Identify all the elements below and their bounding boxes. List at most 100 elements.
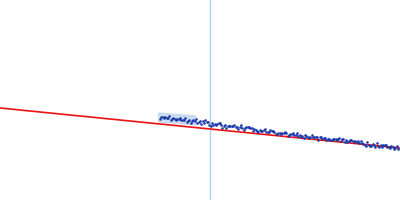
Point: [189, 120, 195, 123]
Point: [264, 131, 271, 134]
Point: [308, 134, 315, 137]
Point: [288, 132, 295, 135]
Point: [387, 147, 393, 150]
Point: [294, 132, 300, 135]
Point: [326, 138, 332, 141]
Point: [314, 135, 320, 138]
Point: [336, 137, 343, 140]
Point: [219, 126, 226, 129]
Point: [307, 136, 314, 139]
Point: [302, 134, 308, 137]
Point: [347, 139, 353, 142]
Point: [328, 138, 335, 141]
Point: [391, 147, 397, 150]
Point: [291, 133, 298, 137]
Point: [318, 135, 324, 139]
Point: [207, 124, 214, 127]
Point: [316, 136, 323, 139]
Point: [182, 117, 188, 120]
Point: [270, 129, 276, 133]
Point: [176, 118, 182, 121]
Point: [209, 122, 215, 125]
Point: [346, 139, 352, 143]
Point: [351, 140, 357, 144]
Point: [210, 123, 216, 127]
Point: [211, 122, 218, 125]
Point: [158, 115, 164, 118]
Point: [225, 125, 231, 128]
Point: [287, 132, 294, 135]
Point: [218, 124, 224, 127]
Point: [217, 121, 223, 124]
Point: [177, 116, 183, 119]
Point: [242, 126, 248, 129]
Point: [238, 124, 244, 127]
Point: [186, 119, 192, 122]
Point: [331, 138, 337, 141]
Point: [324, 138, 331, 141]
Point: [388, 144, 394, 148]
Point: [231, 123, 238, 127]
Point: [354, 141, 360, 144]
Point: [266, 130, 272, 133]
Point: [283, 132, 290, 135]
Point: [274, 132, 280, 136]
Point: [362, 143, 368, 147]
Point: [359, 141, 365, 145]
Point: [363, 144, 369, 148]
Point: [276, 132, 283, 135]
Point: [247, 127, 254, 130]
Point: [205, 120, 211, 123]
Point: [352, 140, 359, 143]
Point: [364, 141, 371, 144]
Point: [311, 136, 318, 139]
Point: [187, 122, 194, 125]
Point: [344, 140, 351, 144]
Point: [299, 134, 306, 137]
Point: [304, 135, 311, 138]
Point: [185, 119, 191, 122]
Point: [375, 144, 381, 148]
Point: [263, 130, 270, 133]
Point: [358, 139, 364, 143]
Point: [258, 129, 264, 132]
Point: [157, 117, 163, 121]
Point: [178, 119, 184, 122]
Point: [191, 119, 198, 123]
Point: [252, 128, 259, 131]
Point: [319, 137, 326, 140]
Point: [183, 121, 190, 124]
Point: [323, 138, 330, 141]
Point: [172, 117, 178, 120]
Point: [327, 139, 333, 142]
Point: [367, 144, 373, 147]
Point: [174, 117, 180, 121]
Point: [339, 138, 345, 141]
Point: [250, 129, 256, 133]
Point: [202, 119, 208, 122]
Point: [383, 144, 389, 147]
Point: [312, 135, 319, 138]
Point: [259, 130, 266, 133]
Point: [251, 127, 258, 131]
Point: [228, 125, 235, 128]
Point: [246, 126, 252, 129]
Point: [214, 122, 220, 125]
Point: [360, 143, 367, 146]
Point: [306, 136, 312, 139]
Point: [278, 132, 284, 135]
Point: [292, 134, 299, 137]
Point: [206, 124, 212, 127]
Point: [164, 116, 170, 119]
Point: [390, 146, 396, 149]
Point: [201, 122, 207, 125]
Point: [235, 127, 242, 130]
Point: [395, 147, 400, 150]
Point: [198, 122, 204, 125]
Point: [234, 125, 240, 129]
Point: [343, 139, 349, 142]
Point: [166, 115, 172, 118]
Point: [161, 116, 167, 120]
Point: [282, 131, 288, 134]
Point: [255, 130, 262, 133]
